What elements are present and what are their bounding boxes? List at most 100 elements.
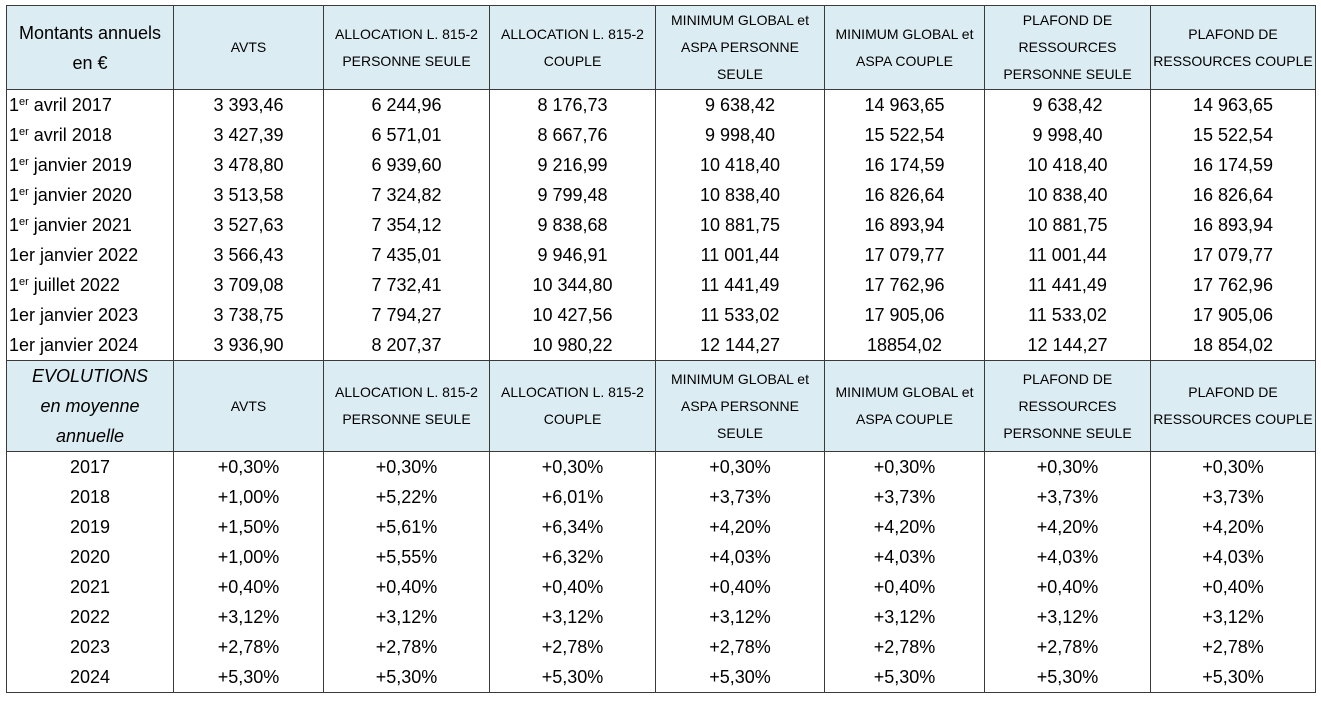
amount-cell: 6 571,01 xyxy=(323,120,490,150)
evolutions-column-header: AVTS xyxy=(173,360,324,452)
amount-cell: 18854,02 xyxy=(824,330,985,361)
percent-cell: +4,20% xyxy=(655,512,825,542)
amount-cell: 7 794,27 xyxy=(323,300,490,330)
amount-cell: 7 324,82 xyxy=(323,180,490,210)
amount-cell: 16 893,94 xyxy=(824,210,985,240)
percent-cell: +2,78% xyxy=(489,632,656,662)
percent-cell: +4,20% xyxy=(1150,512,1316,542)
percent-cell: +0,30% xyxy=(323,451,490,482)
amount-cell: 16 826,64 xyxy=(824,180,985,210)
percent-cell: +0,40% xyxy=(984,572,1151,602)
amount-cell: 10 427,56 xyxy=(489,300,656,330)
date-label: 1er janvier 2020 xyxy=(6,180,174,210)
percent-cell: +4,20% xyxy=(984,512,1151,542)
percent-cell: +4,03% xyxy=(1150,542,1316,572)
amount-cell: 10 980,22 xyxy=(489,330,656,361)
evolutions-column-header: PLAFOND DE RESSOURCES PERSONNE SEULE xyxy=(984,360,1151,452)
percent-cell: +0,40% xyxy=(1150,572,1316,602)
ordinal-suffix: er xyxy=(19,95,29,108)
amount-cell: 17 079,77 xyxy=(824,240,985,270)
benefits-table: Montants annuels en € AVTS ALLOCATION L. 8… xyxy=(6,5,1316,693)
evolutions-header-row: EVOLUTIONS en moyenne annuelle AVTS ALLOCATI… xyxy=(6,360,1316,452)
percent-cell: +6,01% xyxy=(489,482,656,512)
amount-cell: 17 762,96 xyxy=(824,270,985,300)
date-label-suffix: juillet 2022 xyxy=(28,274,120,295)
evolutions-column-header: ALLOCATION L. 815-2 PERSONNE SEULE xyxy=(323,360,490,452)
amount-cell: 11 441,49 xyxy=(655,270,825,300)
evolutions-table-row: 2022 +3,12% +3,12% +3,12% +3,12% +3,12% +3,12%… xyxy=(6,602,1316,632)
percent-cell: +0,30% xyxy=(984,451,1151,482)
amounts-table-row: 1er avril 2018 3 427,39 6 571,01 8 667,76 9 … xyxy=(6,120,1316,150)
percent-cell: +3,12% xyxy=(984,602,1151,632)
date-label: 1er avril 2018 xyxy=(6,120,174,150)
amounts-table-row: 1er janvier 2020 3 513,58 7 324,82 9 799,48… xyxy=(6,180,1316,210)
amount-cell: 3 709,08 xyxy=(173,270,324,300)
amounts-table-row: 1er janvier 2024 3 936,90 8 207,37 10 980,2… xyxy=(6,330,1316,361)
amount-cell: 8 207,37 xyxy=(323,330,490,361)
ordinal-suffix: er xyxy=(19,275,29,288)
percent-cell: +5,30% xyxy=(1150,662,1316,693)
date-label-prefix: 1 xyxy=(9,274,20,295)
amount-cell: 12 144,27 xyxy=(984,330,1151,361)
percent-cell: +0,40% xyxy=(489,572,656,602)
year-label: 2024 xyxy=(6,662,174,693)
percent-cell: +0,30% xyxy=(1150,451,1316,482)
amounts-column-header: PLAFOND DE RESSOURCES COUPLE xyxy=(1150,5,1316,90)
date-label-prefix: 1 xyxy=(9,154,20,175)
percent-cell: +3,73% xyxy=(655,482,825,512)
amount-cell: 9 638,42 xyxy=(984,89,1151,120)
amount-cell: 3 513,58 xyxy=(173,180,324,210)
amount-cell: 11 001,44 xyxy=(984,240,1151,270)
year-label: 2021 xyxy=(6,572,174,602)
amount-cell: 8 176,73 xyxy=(489,89,656,120)
amount-cell: 9 998,40 xyxy=(655,120,825,150)
amount-cell: 9 838,68 xyxy=(489,210,656,240)
percent-cell: +3,12% xyxy=(824,602,985,632)
corner-line: en moyenne xyxy=(40,396,140,416)
percent-cell: +5,55% xyxy=(323,542,490,572)
amount-cell: 9 638,42 xyxy=(655,89,825,120)
percent-cell: +4,03% xyxy=(824,542,985,572)
percent-cell: +5,30% xyxy=(824,662,985,693)
date-label-suffix: janvier 2019 xyxy=(28,154,132,175)
date-label: 1er janvier 2021 xyxy=(6,210,174,240)
ordinal-suffix: er xyxy=(19,215,29,228)
evolutions-column-header: MINIMUM GLOBAL et ASPA COUPLE xyxy=(824,360,985,452)
percent-cell: +5,61% xyxy=(323,512,490,542)
percent-cell: +0,30% xyxy=(655,451,825,482)
percent-cell: +3,12% xyxy=(1150,602,1316,632)
evolutions-table-row: 2019 +1,50% +5,61% +6,34% +4,20% +4,20% +4,20%… xyxy=(6,512,1316,542)
amounts-table-row: 1er juillet 2022 3 709,08 7 732,41 10 344,8… xyxy=(6,270,1316,300)
percent-cell: +0,30% xyxy=(173,451,324,482)
corner-line: EVOLUTIONS xyxy=(31,366,149,386)
amount-cell: 17 079,77 xyxy=(1150,240,1316,270)
amount-cell: 10 418,40 xyxy=(655,150,825,180)
percent-cell: +0,40% xyxy=(655,572,825,602)
amount-cell: 9 799,48 xyxy=(489,180,656,210)
evolutions-table-row: 2017 +0,30% +0,30% +0,30% +0,30% +0,30% +0,30%… xyxy=(6,451,1316,482)
percent-cell: +2,78% xyxy=(984,632,1151,662)
percent-cell: +2,78% xyxy=(824,632,985,662)
amount-cell: 15 522,54 xyxy=(824,120,985,150)
date-label: 1er janvier 2019 xyxy=(6,150,174,180)
date-label: 1er juillet 2022 xyxy=(6,270,174,300)
evolutions-column-header: ALLOCATION L. 815-2 COUPLE xyxy=(489,360,656,452)
percent-cell: +5,30% xyxy=(323,662,490,693)
amount-cell: 3 478,80 xyxy=(173,150,324,180)
percent-cell: +3,12% xyxy=(173,602,324,632)
amount-cell: 6 939,60 xyxy=(323,150,490,180)
amounts-table-row: 1er janvier 2022 3 566,43 7 435,01 9 946,91… xyxy=(6,240,1316,270)
date-label: 1er janvier 2022 xyxy=(6,240,174,270)
percent-cell: +5,30% xyxy=(173,662,324,693)
ordinal-suffix: er xyxy=(19,125,29,138)
amount-cell: 17 905,06 xyxy=(824,300,985,330)
year-label: 2019 xyxy=(6,512,174,542)
evolutions-table-row: 2024 +5,30% +5,30% +5,30% +5,30% +5,30% +5,30%… xyxy=(6,662,1316,693)
amount-cell: 7 435,01 xyxy=(323,240,490,270)
percent-cell: +2,78% xyxy=(655,632,825,662)
amount-cell: 12 144,27 xyxy=(655,330,825,361)
date-label-prefix: 1 xyxy=(9,214,20,235)
date-label-prefix: 1er janvier 2024 xyxy=(9,334,139,355)
amount-cell: 9 216,99 xyxy=(489,150,656,180)
amount-cell: 3 393,46 xyxy=(173,89,324,120)
